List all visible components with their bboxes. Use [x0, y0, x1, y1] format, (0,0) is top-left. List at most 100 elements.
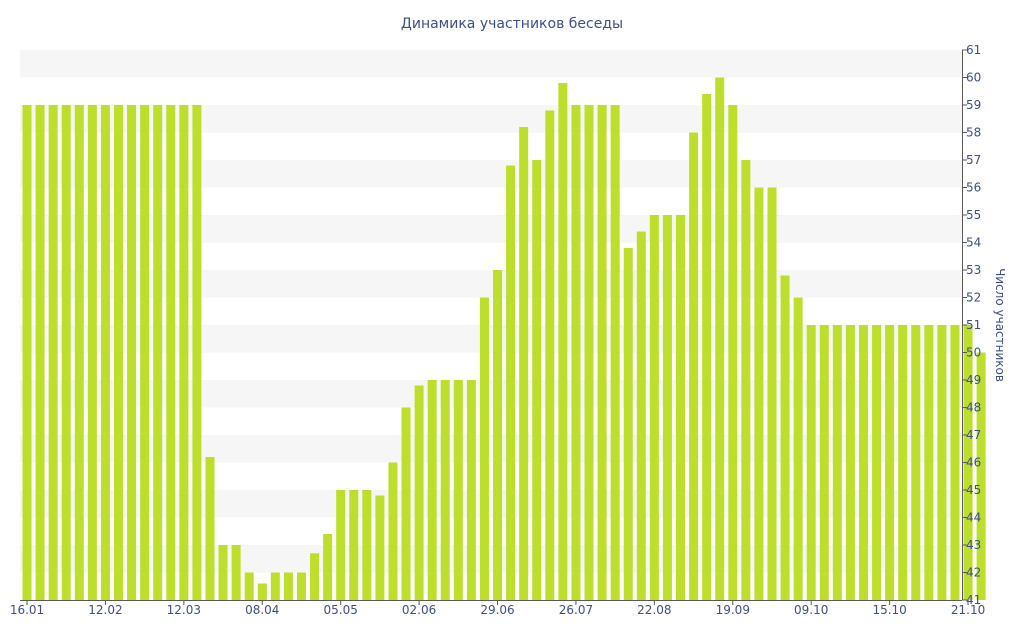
- y-tick-label: 55: [966, 208, 981, 222]
- bars: [22, 77, 986, 600]
- bar: [662, 215, 672, 600]
- bar: [166, 105, 176, 600]
- bar: [728, 105, 738, 600]
- bar: [623, 248, 633, 600]
- x-axis-ticks: 16.01 12.02 12.03 08.04 05.05 02.06 29.06 26.07…: [10, 600, 985, 617]
- y-tick-label: 49: [966, 373, 981, 387]
- bar: [976, 352, 986, 600]
- y-axis-ticks: 41 42 43 44 45 46 47 48 49 50 51 52 53 54 55 56 57 58 59 60…: [962, 43, 981, 607]
- bar: [427, 380, 437, 600]
- bar: [310, 553, 320, 600]
- bar: [584, 105, 594, 600]
- bar: [179, 105, 189, 600]
- y-axis-label: Число участников: [993, 268, 1007, 382]
- bar: [362, 490, 372, 600]
- y-tick-label: 45: [966, 483, 981, 497]
- bar: [597, 105, 607, 600]
- bar: [702, 94, 712, 600]
- y-tick-label: 54: [966, 236, 981, 250]
- bar: [885, 325, 895, 600]
- y-tick-label: 57: [966, 153, 981, 167]
- bar: [689, 132, 699, 600]
- x-tick-label: 19.09: [716, 603, 750, 617]
- bar: [231, 545, 241, 600]
- grid-band: [20, 490, 962, 518]
- bar: [858, 325, 868, 600]
- bar: [87, 105, 97, 600]
- y-tick-label: 46: [966, 456, 981, 470]
- x-tick-label: 12.02: [88, 603, 122, 617]
- y-tick-label: 58: [966, 126, 981, 140]
- bar: [479, 297, 489, 600]
- y-tick-label: 61: [966, 43, 981, 57]
- bar: [140, 105, 150, 600]
- y-tick-label: 59: [966, 98, 981, 112]
- x-tick-label: 02.06: [402, 603, 436, 617]
- bar: [937, 325, 947, 600]
- bar: [257, 583, 267, 600]
- bar: [793, 297, 803, 600]
- grid-band: [20, 545, 962, 573]
- y-tick-label: 43: [966, 538, 981, 552]
- bar: [493, 270, 503, 600]
- bar: [963, 325, 973, 600]
- grid-bands: [20, 50, 962, 573]
- bar: [845, 325, 855, 600]
- bar: [610, 105, 620, 600]
- y-tick-label: 60: [966, 71, 981, 85]
- bar: [414, 385, 424, 600]
- bar: [244, 572, 254, 600]
- bar: [715, 77, 725, 600]
- grid-band: [20, 50, 962, 78]
- bar: [741, 160, 751, 600]
- bar: [22, 105, 32, 600]
- bar: [819, 325, 829, 600]
- bar: [153, 105, 163, 600]
- bar: [388, 462, 398, 600]
- bar: [127, 105, 137, 600]
- bar: [506, 165, 516, 600]
- bar: [519, 127, 529, 600]
- bar: [754, 187, 764, 600]
- bar: [323, 534, 333, 600]
- y-tick-label: 52: [966, 291, 981, 305]
- x-tick-label: 16.01: [10, 603, 44, 617]
- chart-title: Динамика участников беседы: [401, 16, 623, 32]
- bar: [571, 105, 581, 600]
- x-tick-label: 12.03: [167, 603, 201, 617]
- bar: [349, 490, 359, 600]
- y-tick-label: 53: [966, 263, 981, 277]
- bar: [100, 105, 110, 600]
- bar: [453, 380, 463, 600]
- bar: [545, 110, 555, 600]
- grid-band: [20, 105, 962, 133]
- bar: [636, 231, 646, 600]
- bar: [676, 215, 685, 600]
- y-tick-label: 48: [966, 401, 981, 415]
- bar: [48, 105, 58, 600]
- grid-band: [20, 160, 962, 188]
- bar: [35, 105, 45, 600]
- y-tick-label: 51: [966, 318, 981, 332]
- grid-band: [20, 270, 962, 298]
- y-tick-label: 47: [966, 428, 981, 442]
- bar: [401, 407, 411, 600]
- grid-band: [20, 380, 962, 408]
- bar: [767, 187, 777, 600]
- bar: [950, 325, 960, 600]
- bar: [270, 572, 280, 600]
- bar: [375, 495, 385, 600]
- x-tick-label: 15.10: [872, 603, 906, 617]
- bar: [218, 545, 228, 600]
- x-tick-label: 05.05: [324, 603, 358, 617]
- bar: [872, 325, 882, 600]
- grid-band: [20, 435, 962, 463]
- bar: [924, 325, 934, 600]
- y-tick-label: 44: [966, 511, 981, 525]
- bar: [74, 105, 84, 600]
- grid-band: [20, 325, 962, 353]
- bar: [832, 325, 842, 600]
- bar: [336, 490, 346, 600]
- bar: [205, 457, 215, 600]
